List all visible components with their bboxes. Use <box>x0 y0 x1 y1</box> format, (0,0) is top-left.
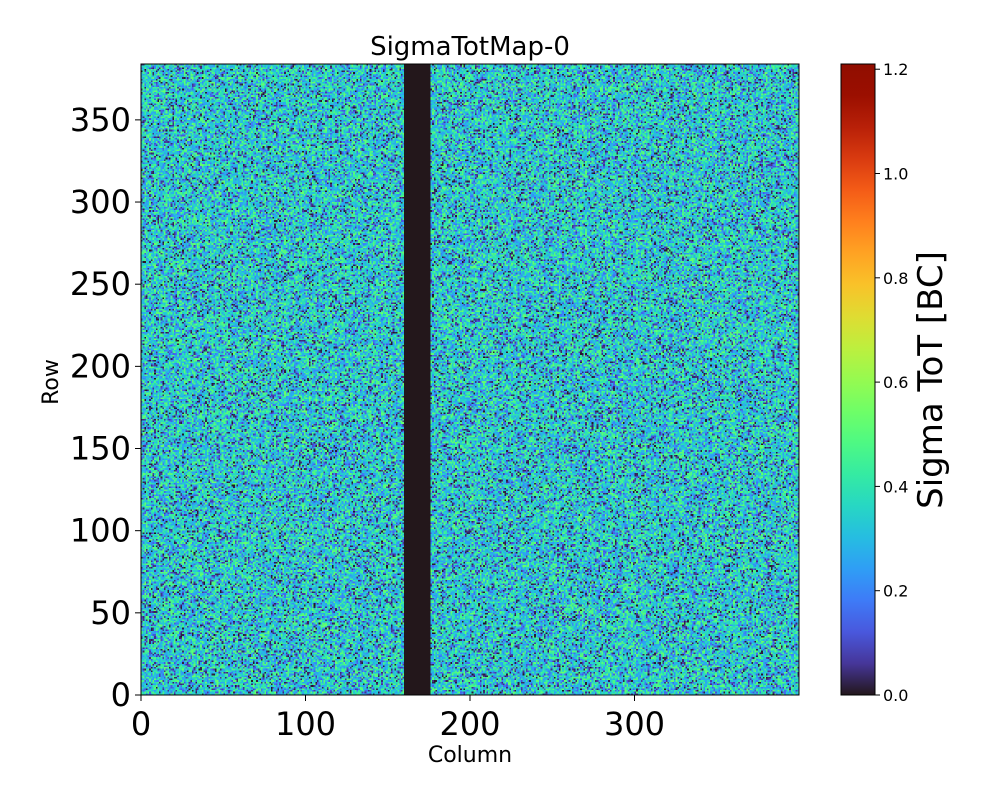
colorbar-tick-label: 0.6 <box>883 373 908 392</box>
y-tick-label: 250 <box>70 265 131 303</box>
y-axis-label: Row <box>39 359 64 405</box>
colorbar-tick-label: 1.0 <box>883 165 908 184</box>
y-axis-ticks: 0 50 100 150 200 250 300 350 <box>70 101 141 714</box>
colorbar-label: Sigma ToT [BC] <box>911 251 951 509</box>
colorbar-frame <box>840 63 876 696</box>
x-tick-label: 300 <box>604 705 665 743</box>
y-tick-label: 200 <box>70 347 131 385</box>
x-tick-label: 100 <box>275 705 336 743</box>
y-tick-label: 50 <box>90 594 131 632</box>
y-tick-label: 300 <box>70 183 131 221</box>
y-tick-label: 0 <box>111 676 131 714</box>
y-tick-label: 350 <box>70 101 131 139</box>
colorbar-tick-label: 0.8 <box>883 269 908 288</box>
plot-area <box>140 63 800 696</box>
colorbar-tick-label: 0.0 <box>883 686 908 705</box>
colorbar-ticks: 0.0 0.2 0.4 0.6 0.8 1.0 1.2 <box>875 60 908 705</box>
colorbar-gradient <box>841 64 875 695</box>
heatmap-image <box>141 64 799 695</box>
x-axis-ticks: 0 100 200 300 <box>131 695 665 743</box>
x-tick-label: 0 <box>131 705 151 743</box>
y-tick-label: 100 <box>70 512 131 550</box>
chart-title: SigmaTotMap-0 <box>370 32 570 62</box>
x-axis-label: Column <box>428 743 512 768</box>
colorbar: 0.0 0.2 0.4 0.6 0.8 1.0 1.2 Sigma ToT [BC] <box>840 60 951 705</box>
x-tick-label: 200 <box>439 705 500 743</box>
y-tick-label: 150 <box>70 430 131 468</box>
colorbar-tick-label: 0.4 <box>883 477 908 496</box>
colorbar-tick-label: 1.2 <box>883 60 908 79</box>
colorbar-tick-label: 0.2 <box>883 582 908 601</box>
